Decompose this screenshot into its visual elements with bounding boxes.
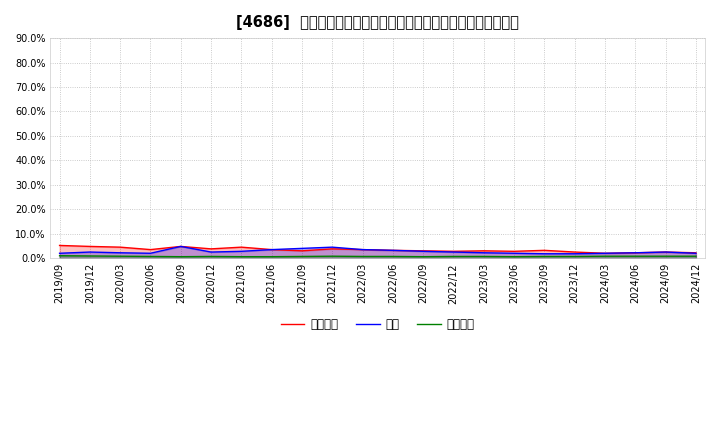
買入偉務 bbox=[328, 253, 337, 259]
買入偉務 bbox=[449, 254, 458, 259]
売上倹権 bbox=[86, 244, 94, 249]
買入偉務 bbox=[176, 254, 185, 259]
在庫 bbox=[116, 250, 125, 255]
売上倹権 bbox=[540, 248, 549, 253]
在庫 bbox=[661, 249, 670, 255]
買入偉務 bbox=[297, 254, 306, 259]
売上倹権 bbox=[600, 251, 609, 256]
売上倹権 bbox=[692, 250, 701, 255]
Line: 買入偉務: 買入偉務 bbox=[60, 256, 696, 257]
在庫 bbox=[146, 251, 155, 256]
買入偉務 bbox=[116, 253, 125, 259]
在庫 bbox=[540, 251, 549, 257]
Line: 売上倹権: 売上倹権 bbox=[60, 246, 696, 253]
売上倹権 bbox=[267, 247, 276, 252]
売上倹権 bbox=[510, 249, 518, 254]
在庫 bbox=[86, 249, 94, 255]
売上倹権 bbox=[176, 244, 185, 249]
買入偉務 bbox=[419, 254, 428, 259]
買入偉務 bbox=[55, 253, 64, 258]
在庫 bbox=[600, 251, 609, 256]
売上倹権 bbox=[359, 247, 367, 252]
在庫 bbox=[237, 249, 246, 254]
在庫 bbox=[207, 249, 215, 255]
在庫 bbox=[328, 245, 337, 250]
買入偉務 bbox=[389, 254, 397, 259]
在庫 bbox=[297, 246, 306, 251]
在庫 bbox=[692, 251, 701, 256]
売上倹権 bbox=[480, 248, 488, 253]
Title: [4686]  売上倹権、在庫、買入偉務の総資産に対する比率の推移: [4686] 売上倹権、在庫、買入偉務の総資産に対する比率の推移 bbox=[236, 15, 519, 30]
買入偉務 bbox=[146, 254, 155, 259]
在庫 bbox=[359, 247, 367, 252]
買入偉務 bbox=[661, 253, 670, 259]
買入偉務 bbox=[692, 253, 701, 259]
売上倹権 bbox=[116, 245, 125, 250]
Legend: 売上倹権, 在庫, 買入偉務: 売上倹権, 在庫, 買入偉務 bbox=[276, 313, 480, 336]
売上倹権 bbox=[661, 249, 670, 255]
在庫 bbox=[449, 249, 458, 255]
売上倹権 bbox=[237, 245, 246, 250]
買入偉務 bbox=[540, 254, 549, 259]
在庫 bbox=[631, 250, 639, 255]
買入偉務 bbox=[631, 253, 639, 259]
在庫 bbox=[419, 249, 428, 254]
売上倹権 bbox=[570, 249, 579, 255]
在庫 bbox=[480, 250, 488, 255]
買入偉務 bbox=[207, 254, 215, 259]
売上倹権 bbox=[449, 249, 458, 254]
在庫 bbox=[570, 251, 579, 257]
買入偉務 bbox=[267, 254, 276, 259]
売上倹権 bbox=[207, 246, 215, 252]
買入偉務 bbox=[510, 254, 518, 259]
買入偉務 bbox=[86, 253, 94, 259]
売上倹権 bbox=[55, 243, 64, 248]
在庫 bbox=[510, 251, 518, 256]
買入偉務 bbox=[359, 254, 367, 259]
買入偉務 bbox=[237, 254, 246, 259]
在庫 bbox=[176, 244, 185, 249]
買入偉務 bbox=[570, 254, 579, 259]
売上倹権 bbox=[389, 248, 397, 253]
在庫 bbox=[267, 247, 276, 252]
売上倹権 bbox=[297, 248, 306, 253]
買入偉務 bbox=[480, 254, 488, 259]
売上倹権 bbox=[419, 248, 428, 253]
買入偉務 bbox=[600, 253, 609, 259]
売上倹権 bbox=[328, 246, 337, 252]
在庫 bbox=[55, 251, 64, 256]
Line: 在庫: 在庫 bbox=[60, 246, 696, 254]
売上倹権 bbox=[631, 250, 639, 255]
在庫 bbox=[389, 248, 397, 253]
売上倹権 bbox=[146, 247, 155, 252]
